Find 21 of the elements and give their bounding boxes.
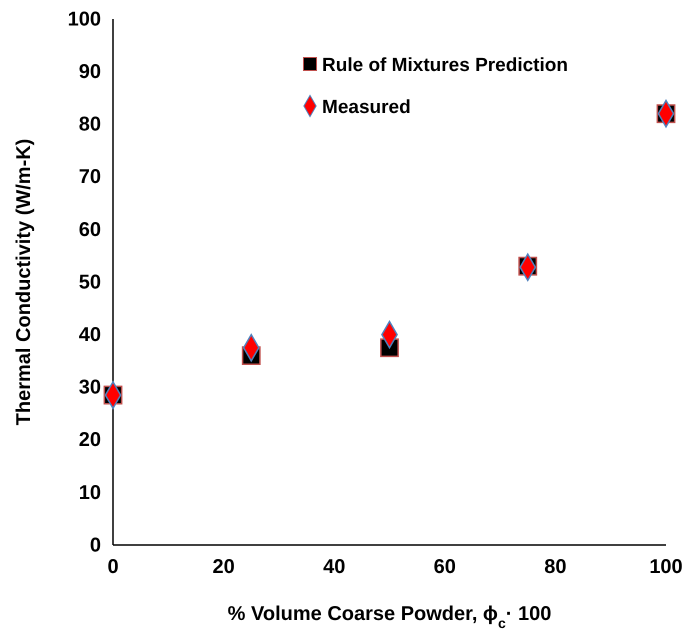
y-tick-label: 90: [78, 61, 101, 83]
y-tick-label: 40: [78, 324, 101, 346]
legend-label: Measured: [322, 97, 411, 118]
y-tick-label: 50: [78, 271, 101, 294]
y-tick-label: 80: [78, 114, 101, 136]
x-tick-label: 60: [434, 556, 456, 578]
y-tick-label: 70: [78, 166, 101, 188]
x-tick-label: 20: [212, 556, 235, 578]
y-tick-label: 0: [90, 534, 101, 556]
y-tick-label: 30: [78, 376, 101, 399]
x-axis-title: % Volume Coarse Powder, ϕ$_{c}$· 100: [228, 603, 552, 631]
y-tick-label: 20: [78, 429, 101, 452]
y-tick-label: 10: [78, 482, 101, 504]
x-tick-label: 0: [107, 556, 119, 578]
y-tick-label: 100: [68, 8, 101, 30]
legend-label: Rule of Mixtures Prediction: [322, 55, 568, 76]
x-tick-label: 40: [323, 556, 346, 578]
y-tick-label: 60: [78, 218, 101, 241]
x-tick-label: 80: [544, 556, 567, 578]
y-axis-title: Thermal Conductivity (W/m-K): [13, 138, 35, 426]
x-tick-label: 100: [649, 556, 683, 578]
